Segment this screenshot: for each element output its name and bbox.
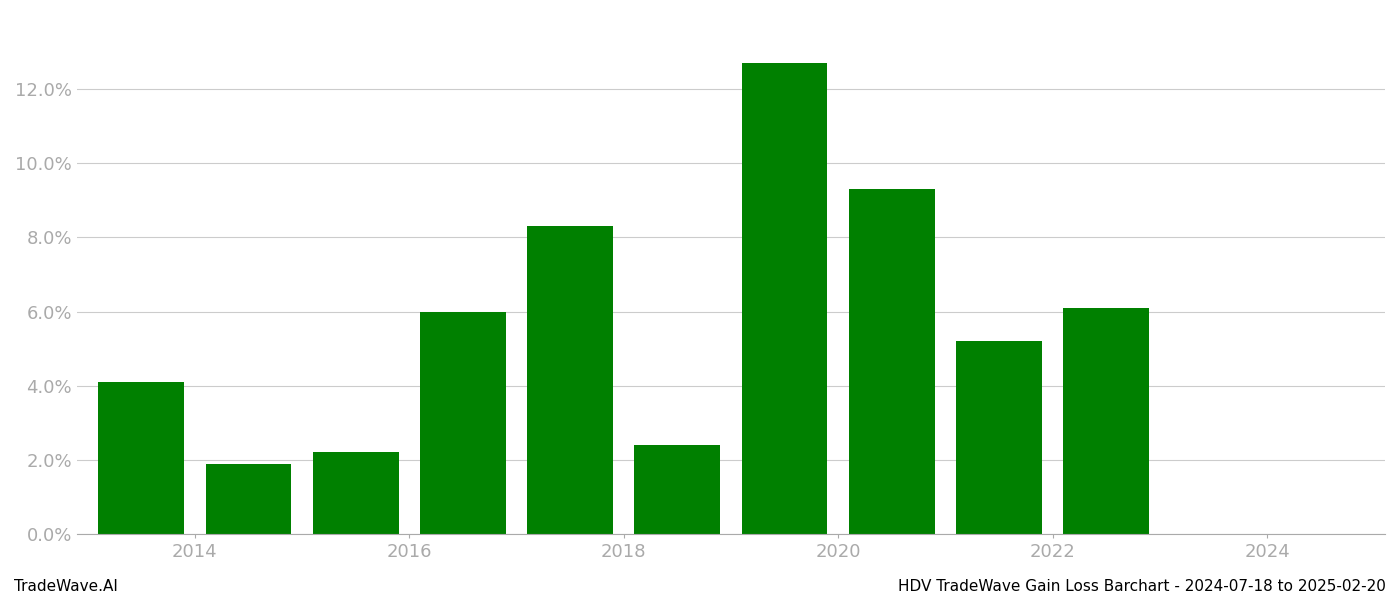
Bar: [98, 382, 183, 534]
Bar: [420, 311, 505, 534]
Bar: [312, 452, 399, 534]
Bar: [206, 464, 291, 534]
Bar: [528, 226, 613, 534]
Bar: [634, 445, 720, 534]
Bar: [742, 63, 827, 534]
Text: HDV TradeWave Gain Loss Barchart - 2024-07-18 to 2025-02-20: HDV TradeWave Gain Loss Barchart - 2024-…: [899, 579, 1386, 594]
Bar: [848, 189, 935, 534]
Bar: [956, 341, 1042, 534]
Text: TradeWave.AI: TradeWave.AI: [14, 579, 118, 594]
Bar: [1064, 308, 1149, 534]
